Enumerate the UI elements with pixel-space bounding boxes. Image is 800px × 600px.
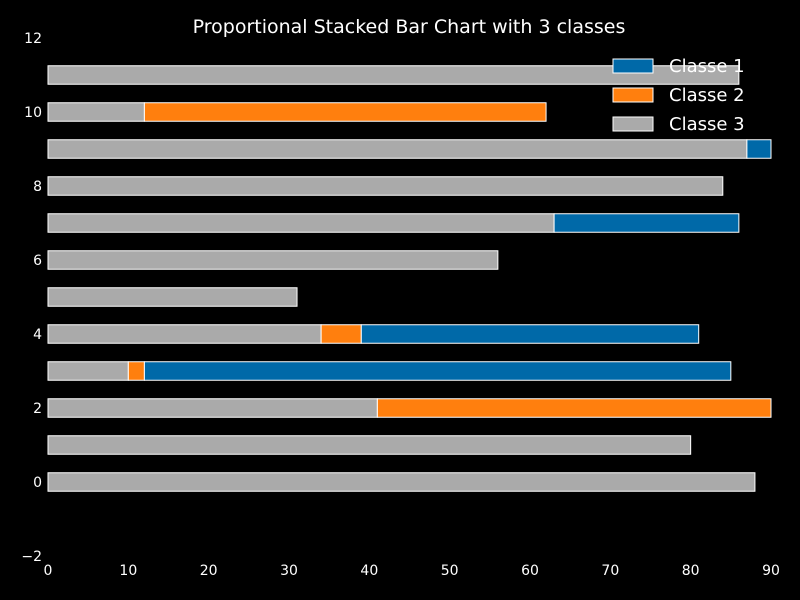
y-tick-label: 0 bbox=[33, 475, 42, 491]
bar-segment bbox=[376, 398, 772, 418]
bars-layer bbox=[47, 65, 772, 492]
y-axis-ticks: −2 0 2 4 6 8 10 12 bbox=[21, 31, 42, 565]
bar-segment bbox=[47, 102, 145, 122]
bar-segment bbox=[746, 139, 772, 159]
legend-label: Classe 2 bbox=[669, 85, 745, 106]
x-tick-label: 0 bbox=[44, 563, 53, 579]
legend-swatch bbox=[612, 87, 654, 103]
bar-segment bbox=[47, 287, 298, 307]
y-tick-label: 10 bbox=[24, 105, 42, 121]
x-tick-label: 90 bbox=[762, 563, 780, 579]
bar-segment bbox=[127, 361, 145, 381]
y-tick-label: 6 bbox=[33, 253, 42, 269]
x-tick-label: 60 bbox=[521, 563, 539, 579]
bar-segment bbox=[143, 361, 732, 381]
bar-segment bbox=[47, 398, 378, 418]
chart-title: Proportional Stacked Bar Chart with 3 cl… bbox=[193, 16, 626, 38]
y-tick-label: 2 bbox=[33, 401, 42, 417]
bar-segment bbox=[143, 102, 547, 122]
bar-segment bbox=[47, 361, 129, 381]
x-tick-label: 50 bbox=[441, 563, 459, 579]
bar-segment bbox=[360, 324, 700, 344]
y-tick-label: −2 bbox=[21, 549, 42, 565]
x-tick-label: 10 bbox=[119, 563, 137, 579]
bar-segment bbox=[47, 65, 740, 85]
bar-segment bbox=[47, 213, 555, 233]
x-tick-label: 40 bbox=[360, 563, 378, 579]
x-tick-label: 30 bbox=[280, 563, 298, 579]
y-tick-label: 12 bbox=[24, 31, 42, 47]
legend-swatch bbox=[612, 116, 654, 132]
bar-segment bbox=[47, 176, 724, 196]
bar-segment bbox=[47, 324, 322, 344]
x-tick-label: 20 bbox=[200, 563, 218, 579]
y-tick-label: 8 bbox=[33, 179, 42, 195]
bar-segment bbox=[47, 250, 499, 270]
x-tick-label: 80 bbox=[682, 563, 700, 579]
legend-label: Classe 3 bbox=[669, 114, 745, 135]
bar-segment bbox=[320, 324, 362, 344]
legend-swatch bbox=[612, 58, 654, 74]
x-tick-label: 70 bbox=[601, 563, 619, 579]
bar-segment bbox=[47, 472, 756, 492]
bar-segment bbox=[47, 139, 748, 159]
y-tick-label: 4 bbox=[33, 327, 42, 343]
bar-segment bbox=[553, 213, 740, 233]
legend-label: Classe 1 bbox=[669, 56, 745, 77]
legend: Classe 1 Classe 2 Classe 3 bbox=[612, 56, 745, 135]
bar-segment bbox=[47, 435, 692, 455]
x-axis-ticks: 0 10 20 30 40 50 60 70 80 90 bbox=[44, 563, 780, 579]
